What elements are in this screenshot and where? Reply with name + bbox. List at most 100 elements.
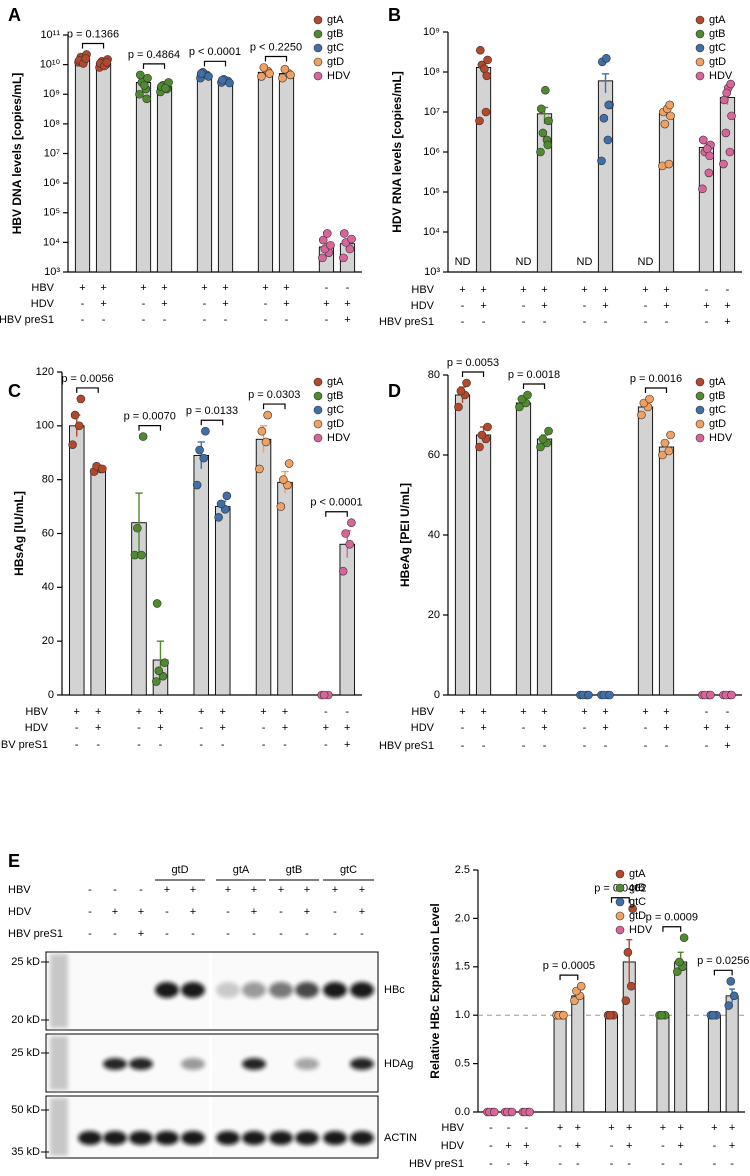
data-point: [727, 690, 736, 700]
legend-label: gtC: [629, 896, 646, 908]
data-point: [201, 426, 210, 436]
data-point: [318, 235, 328, 245]
bar: [707, 1014, 721, 1113]
condition-label: HDV: [411, 300, 435, 312]
condition-mark: +: [703, 722, 709, 734]
data-point: [286, 70, 295, 80]
legend-marker: [695, 405, 705, 415]
comparison-label: p < 0.2250: [250, 41, 302, 53]
data-point: [81, 54, 91, 63]
blot-band: [78, 1131, 102, 1145]
y-tick-label: 40: [428, 529, 440, 541]
data-point: [706, 690, 715, 700]
data-point: [536, 104, 546, 114]
condition-mark: -: [610, 1158, 614, 1170]
legend-label: gtB: [327, 390, 344, 402]
condition-mark: +: [729, 1122, 735, 1134]
y-axis-label: HBsAg [IU/mL]: [12, 491, 26, 576]
data-point: [628, 904, 637, 914]
bar: [90, 468, 106, 696]
condition-mark: -: [96, 739, 100, 751]
condition-mark: -: [88, 884, 92, 896]
condition-mark: -: [199, 739, 203, 751]
genotype-label: gtB: [286, 864, 303, 876]
legend-marker: [695, 71, 705, 81]
condition-label: HBV preS1: [8, 928, 63, 940]
comparison-bracket: [142, 63, 166, 69]
condition-mark: -: [583, 740, 587, 752]
data-point: [138, 432, 148, 441]
blot-band: [269, 1131, 293, 1145]
condition-mark: -: [705, 706, 709, 718]
condition-mark: +: [459, 706, 465, 718]
condition-mark: -: [324, 706, 328, 718]
data-point: [623, 947, 633, 957]
condition-mark: -: [730, 1158, 734, 1170]
legend-label: HDV: [709, 70, 733, 82]
condition-mark: -: [75, 722, 79, 734]
data-point: [544, 426, 553, 436]
condition-mark: +: [724, 740, 730, 752]
panel-label: C: [8, 381, 21, 401]
data-point: [475, 442, 484, 452]
y-tick-label: 10⁵: [423, 186, 440, 198]
condition-mark: +: [626, 1140, 632, 1152]
condition-mark: -: [305, 928, 309, 940]
bar: [475, 434, 492, 696]
data-point: [660, 438, 670, 448]
condition-mark: -: [333, 928, 337, 940]
data-point: [605, 1010, 615, 1020]
condition-mark: -: [576, 1158, 580, 1170]
data-point: [576, 981, 586, 991]
data-point: [199, 453, 209, 463]
y-tick-label: 80: [428, 369, 440, 381]
condition-mark: -: [252, 928, 256, 940]
condition-mark: -: [279, 906, 283, 918]
bar: [475, 66, 492, 273]
condition-mark: +: [164, 884, 170, 896]
condition-mark: -: [661, 1140, 665, 1152]
panel-label: B: [388, 5, 401, 25]
legend-label: gtC: [327, 404, 344, 416]
legend-label: HDV: [709, 432, 733, 444]
condition-mark: +: [729, 1140, 735, 1152]
condition-mark: +: [190, 906, 196, 918]
bar: [454, 394, 471, 696]
condition-mark: +: [344, 739, 350, 751]
data-point: [143, 73, 152, 83]
condition-mark: +: [161, 298, 167, 310]
value-label: ND: [455, 256, 471, 268]
blot-band: [129, 1058, 153, 1070]
bar: [214, 506, 231, 696]
condition-mark: +: [581, 284, 587, 296]
data-point: [160, 658, 169, 668]
comparison-bracket: [264, 55, 288, 62]
condition-label: HBV: [441, 1122, 464, 1134]
legend-marker: [695, 29, 705, 39]
condition-mark: +: [480, 300, 486, 312]
condition-label: HDV: [411, 722, 435, 734]
condition-mark: -: [583, 722, 587, 734]
legend-label: gtA: [709, 376, 726, 388]
data-point: [265, 69, 274, 78]
bar: [156, 86, 173, 273]
bar: [277, 481, 293, 696]
condition-label: HDV: [8, 906, 32, 918]
marker-label: 25 kD: [11, 956, 40, 968]
condition-mark: +: [282, 706, 288, 718]
data-point: [584, 690, 593, 700]
comparison-bracket: [522, 383, 546, 389]
condition-mark: +: [201, 282, 207, 294]
condition-mark: -: [522, 300, 526, 312]
data-point: [347, 234, 356, 244]
legend-marker: [313, 419, 323, 429]
condition-mark: -: [461, 316, 465, 328]
condition-mark: +: [161, 282, 167, 294]
data-point: [279, 475, 288, 484]
y-tick-label: 10⁶: [43, 177, 60, 189]
y-tick-label: 0.0: [455, 1106, 470, 1118]
legend-marker: [615, 869, 625, 879]
y-tick-label: 10⁴: [423, 226, 440, 238]
data-point: [192, 480, 202, 490]
